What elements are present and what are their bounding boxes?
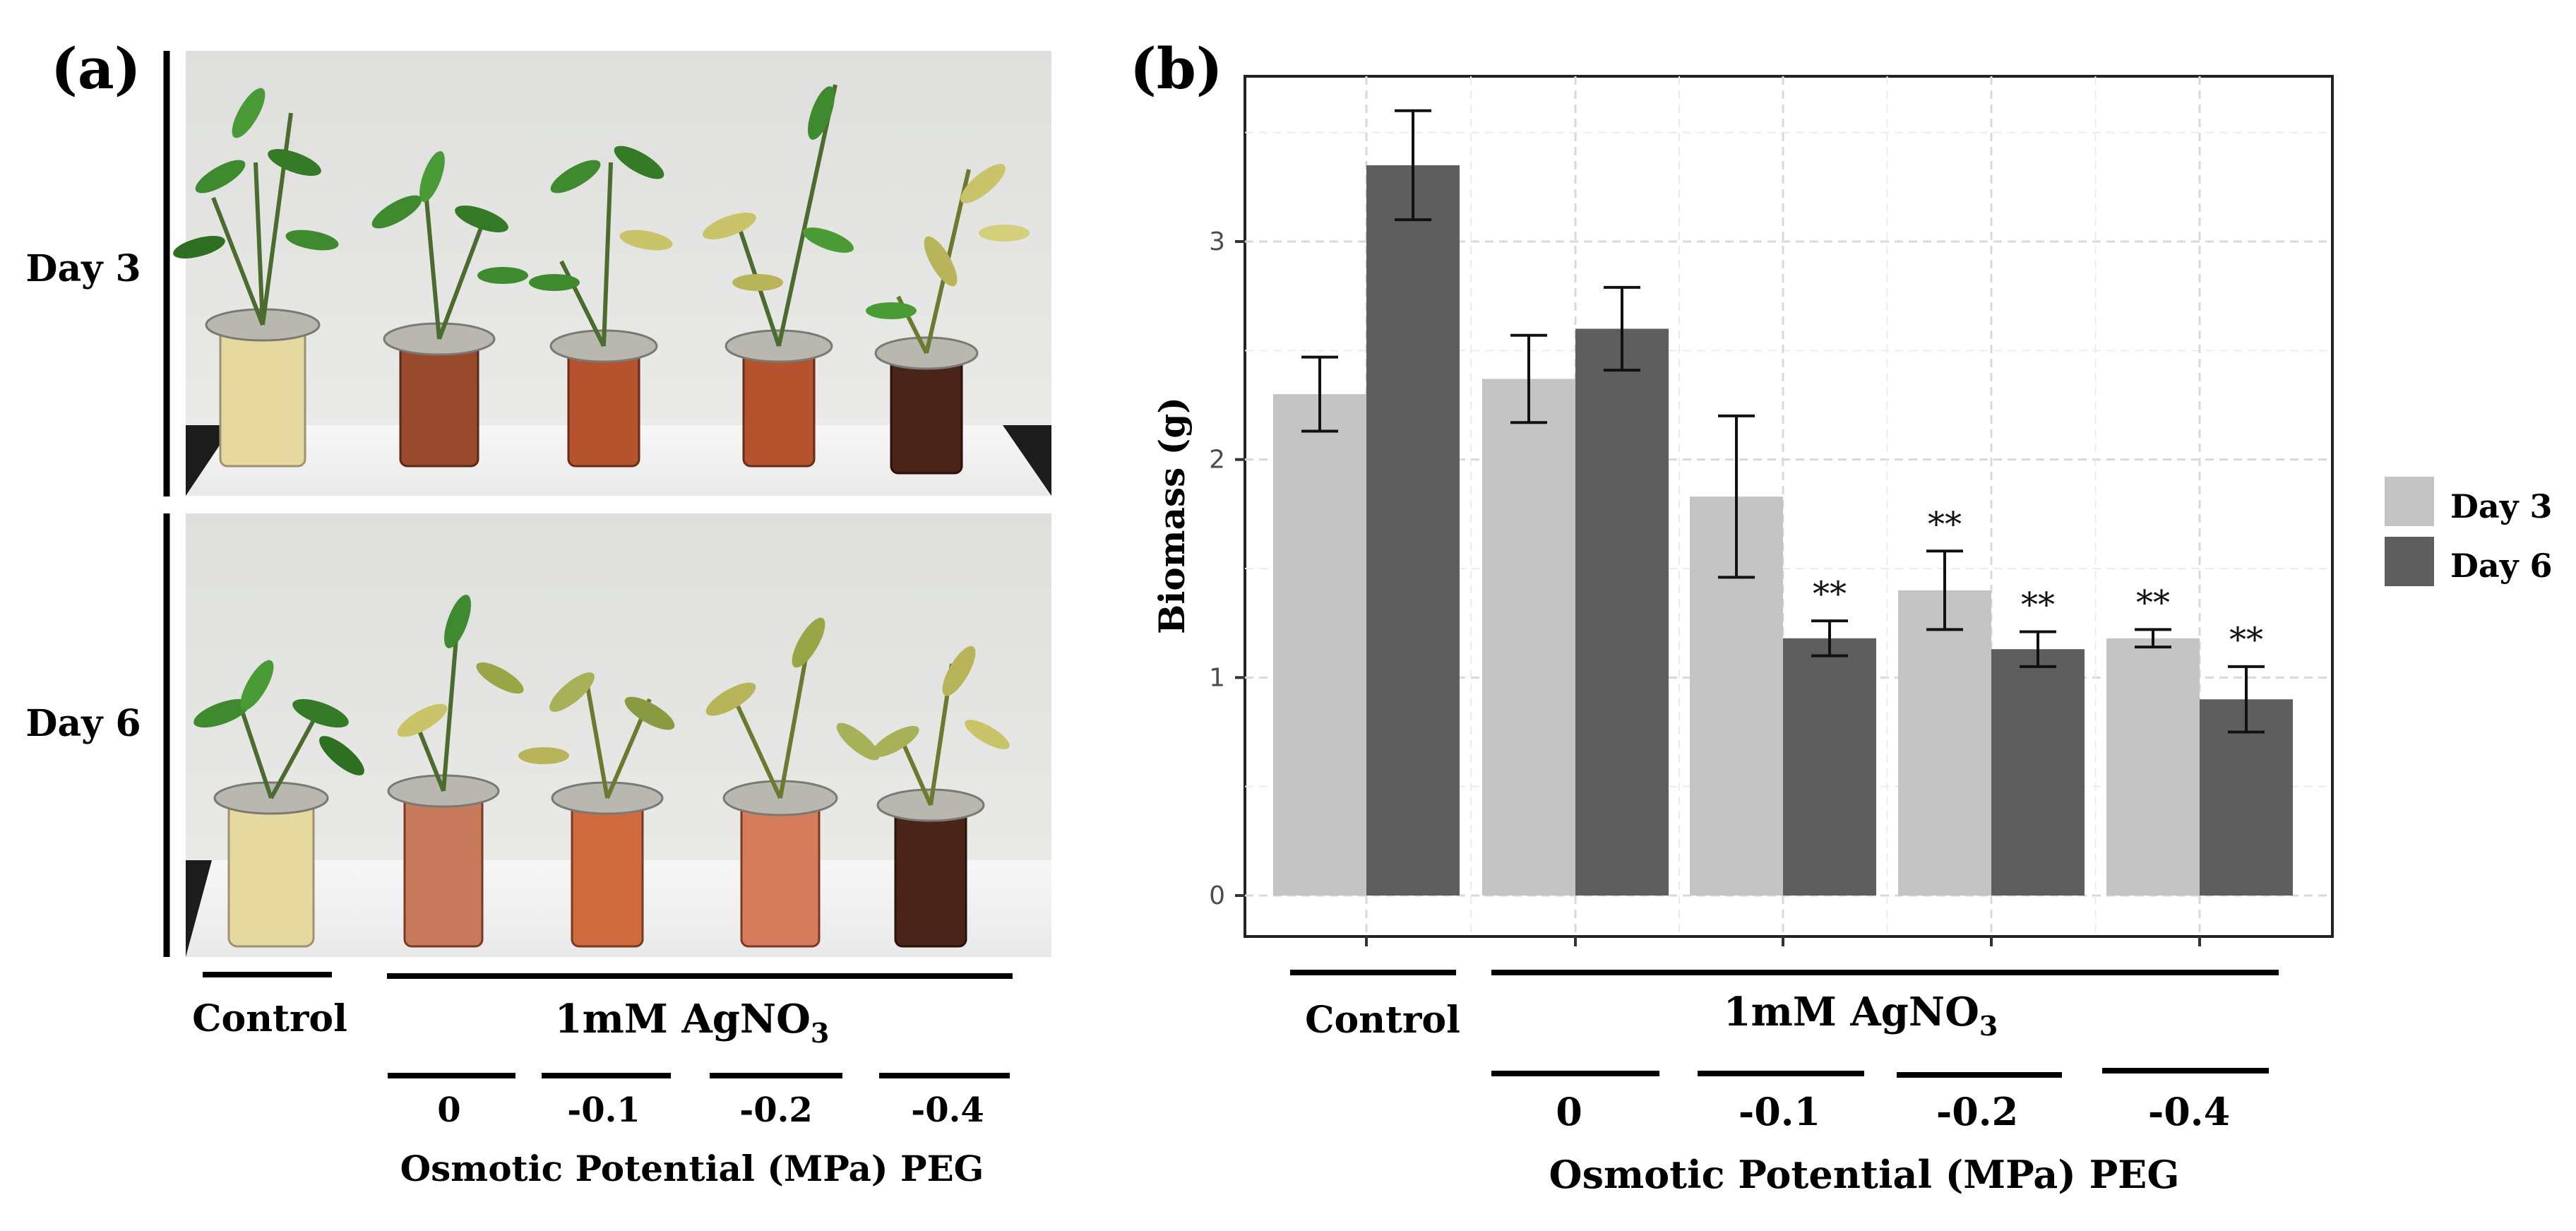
bar-day3-3 — [1898, 590, 1991, 896]
bar-day6-0 — [1366, 165, 1460, 896]
plant-day3-01 — [529, 145, 673, 468]
plant-day3-control — [173, 88, 339, 468]
b-level-label: -0.2 — [1936, 1089, 2018, 1134]
b-xlabel: Osmotic Potential (MPa) PEG — [1549, 1152, 2180, 1197]
legend-label-day3: Day 3 — [2450, 487, 2552, 525]
plant-day6-04 — [871, 646, 1010, 948]
a-xlabel: Osmotic Potential (MPa) PEG — [400, 1148, 984, 1189]
panel-b-label: (b) — [1130, 35, 1223, 102]
panel-a-label: (a) — [51, 35, 141, 102]
plant-day6-0 — [387, 595, 524, 948]
y-tick-label: 3 — [1209, 227, 1225, 256]
photo-day6 — [186, 513, 1051, 957]
y-tick-label: 1 — [1209, 663, 1225, 692]
significance-mark: ** — [2136, 583, 2170, 622]
b-control-label: Control — [1305, 999, 1460, 1042]
significance-mark: ** — [2229, 620, 2263, 660]
b-treatment-subscript: 3 — [1979, 1010, 1998, 1042]
plant-day6-control — [193, 660, 364, 948]
x-axis-ticks — [1365, 936, 2201, 946]
photo-day3 — [173, 51, 1051, 496]
legend: Day 3 Day 6 — [2385, 477, 2552, 586]
row-label-day3: Day 3 — [25, 247, 141, 290]
significance-mark: ** — [1813, 574, 1847, 614]
b-level-lines — [1491, 1068, 2269, 1078]
b-level-label: -0.4 — [2148, 1089, 2230, 1134]
b-level-label: -0.1 — [1739, 1089, 1820, 1134]
panel-a: (a) Day 3 Day 6 — [25, 35, 1051, 1189]
bar-day6-2 — [1783, 638, 1876, 896]
b-treatment-text: 1mM AgNO — [1724, 989, 1979, 1035]
bar-day3-1 — [1482, 379, 1575, 896]
a-treatment-text: 1mM AgNO — [555, 996, 811, 1042]
significance-layer: ** ** ** ** ** — [1813, 504, 2263, 660]
b-level-labels: 0 -0.1 -0.2 -0.4 — [1556, 1089, 2230, 1134]
bars-layer — [1273, 165, 2293, 896]
b-treatment-label: 1mM AgNO3 — [1724, 989, 1998, 1042]
row-label-day6: Day 6 — [25, 702, 141, 745]
panel-b: (b) ** ** ** ** ** 0 1 2 3 Biomass (g) Day 3 Da… — [1130, 35, 2552, 1197]
plant-day6-02 — [705, 617, 880, 948]
bar-day6-1 — [1575, 328, 1669, 896]
b-level-label: 0 — [1556, 1089, 1582, 1134]
a-level-label: -0.1 — [567, 1090, 640, 1130]
significance-mark: ** — [2021, 585, 2055, 625]
plant-day3-04 — [866, 164, 1030, 475]
legend-swatch-day3 — [2385, 477, 2434, 526]
y-axis: 0 1 2 3 — [1209, 227, 1245, 910]
plant-day3-02 — [703, 84, 854, 468]
bar-day3-0 — [1273, 394, 1366, 896]
y-axis-title: Biomass (g) — [1151, 397, 1193, 634]
plant-day6-01 — [518, 672, 675, 948]
a-level-labels: 0 -0.1 -0.2 -0.4 — [437, 1090, 984, 1130]
plant-day3-0 — [371, 151, 528, 468]
legend-label-day6: Day 6 — [2450, 547, 2552, 585]
a-treatment-subscript: 3 — [811, 1017, 829, 1049]
bar-day6-3 — [1991, 649, 2085, 896]
y-tick-label: 0 — [1209, 881, 1225, 910]
a-control-label: Control — [192, 997, 347, 1040]
chart-area: ** ** ** ** ** 0 1 2 3 — [1209, 75, 2334, 946]
bar-day3-4 — [2106, 638, 2200, 896]
a-treatment-label: 1mM AgNO3 — [555, 996, 830, 1049]
a-level-label: 0 — [437, 1090, 460, 1130]
error-bars-layer — [1301, 109, 2265, 734]
significance-mark: ** — [1928, 504, 1962, 544]
y-tick-label: 2 — [1209, 446, 1225, 475]
a-level-label: -0.4 — [911, 1090, 984, 1130]
legend-swatch-day6 — [2385, 537, 2434, 586]
a-level-label: -0.2 — [739, 1090, 812, 1130]
